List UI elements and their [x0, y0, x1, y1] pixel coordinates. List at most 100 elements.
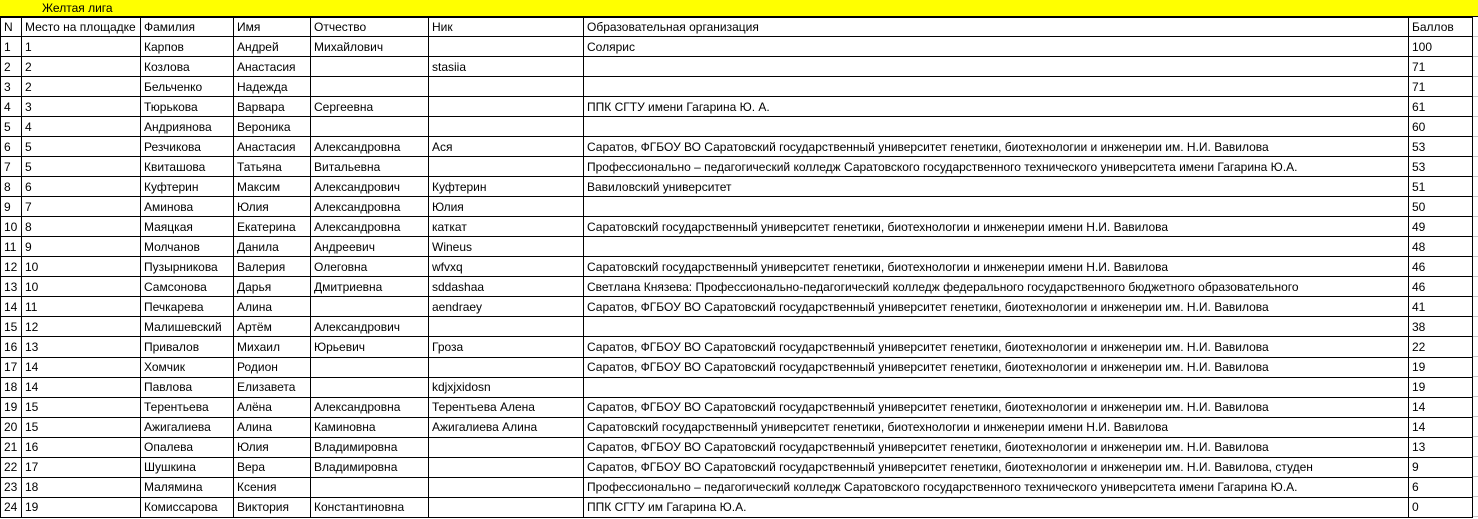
- league-banner[interactable]: Желтая лига: [0, 0, 1478, 17]
- cell-firstname[interactable]: Юлия: [233, 436, 311, 458]
- cell-place[interactable]: 1: [21, 35, 141, 58]
- cell-organization[interactable]: Профессионально – педагогический колледж…: [583, 156, 1409, 178]
- cell-firstname[interactable]: Андрей: [233, 35, 311, 58]
- cell-score[interactable]: 61: [1408, 96, 1473, 118]
- cell-surname[interactable]: Хомчик: [140, 356, 234, 378]
- cell-nick[interactable]: Wineus: [428, 236, 584, 258]
- cell-place[interactable]: 5: [21, 136, 141, 158]
- cell-nick[interactable]: Юлия: [428, 196, 584, 218]
- cell-firstname[interactable]: Елизавета: [233, 376, 311, 398]
- cell-nick[interactable]: [428, 356, 584, 378]
- cell-patronymic[interactable]: Владимировна: [310, 456, 429, 478]
- cell-place[interactable]: 9: [21, 236, 141, 258]
- cell-n[interactable]: 5: [0, 116, 22, 138]
- cell-organization[interactable]: Вавиловский университет: [583, 176, 1409, 198]
- cell-surname[interactable]: Комиссарова: [140, 496, 234, 519]
- cell-nick[interactable]: Терентьева Алена: [428, 396, 584, 418]
- column-header-patronymic[interactable]: Отчество: [310, 17, 429, 37]
- cell-surname[interactable]: Печкарева: [140, 296, 234, 318]
- cell-organization[interactable]: [583, 56, 1409, 78]
- cell-patronymic[interactable]: [310, 476, 429, 498]
- cell-place[interactable]: 14: [21, 376, 141, 398]
- cell-nick[interactable]: [428, 96, 584, 118]
- cell-surname[interactable]: Терентьева: [140, 396, 234, 418]
- cell-n[interactable]: 19: [0, 396, 22, 418]
- cell-score[interactable]: 0: [1408, 496, 1473, 519]
- cell-n[interactable]: 12: [0, 256, 22, 278]
- cell-organization[interactable]: [583, 316, 1409, 338]
- cell-n[interactable]: 3: [0, 76, 22, 98]
- cell-score[interactable]: 9: [1408, 456, 1473, 478]
- cell-organization[interactable]: Профессионально – педагогический колледж…: [583, 476, 1409, 498]
- cell-surname[interactable]: Шушкина: [140, 456, 234, 478]
- cell-n[interactable]: 20: [0, 416, 22, 438]
- cell-place[interactable]: 18: [21, 476, 141, 498]
- cell-organization[interactable]: ППК СГТУ имени Гагарина Ю. А.: [583, 96, 1409, 118]
- cell-firstname[interactable]: Родион: [233, 356, 311, 378]
- cell-firstname[interactable]: Данила: [233, 236, 311, 258]
- cell-patronymic[interactable]: [310, 356, 429, 378]
- cell-place[interactable]: 13: [21, 336, 141, 358]
- cell-patronymic[interactable]: Александрович: [310, 316, 429, 338]
- column-header-score[interactable]: Баллов: [1408, 17, 1473, 37]
- cell-place[interactable]: 10: [21, 276, 141, 298]
- cell-firstname[interactable]: Татьяна: [233, 156, 311, 178]
- cell-n[interactable]: 15: [0, 316, 22, 338]
- cell-organization[interactable]: Саратов, ФГБОУ ВО Саратовский государств…: [583, 436, 1409, 458]
- column-header-firstname[interactable]: Имя: [233, 17, 311, 37]
- cell-firstname[interactable]: Ксения: [233, 476, 311, 498]
- cell-surname[interactable]: Опалева: [140, 436, 234, 458]
- cell-score[interactable]: 49: [1408, 216, 1473, 238]
- cell-score[interactable]: 46: [1408, 276, 1473, 298]
- cell-patronymic[interactable]: [310, 296, 429, 318]
- cell-place[interactable]: 16: [21, 436, 141, 458]
- cell-n[interactable]: 23: [0, 476, 22, 498]
- cell-nick[interactable]: wfvxq: [428, 256, 584, 278]
- cell-organization[interactable]: [583, 196, 1409, 218]
- cell-organization[interactable]: ППК СГТУ им Гагарина Ю.А.: [583, 496, 1409, 519]
- cell-surname[interactable]: Карпов: [140, 35, 234, 58]
- cell-patronymic[interactable]: Каминовна: [310, 416, 429, 438]
- cell-score[interactable]: 53: [1408, 156, 1473, 178]
- cell-patronymic[interactable]: Олеговна: [310, 256, 429, 278]
- cell-firstname[interactable]: Вера: [233, 456, 311, 478]
- cell-surname[interactable]: Самсонова: [140, 276, 234, 298]
- cell-nick[interactable]: stasiia: [428, 56, 584, 78]
- cell-organization[interactable]: Светлана Князева: Профессионально-педаго…: [583, 276, 1409, 298]
- cell-score[interactable]: 38: [1408, 316, 1473, 338]
- cell-patronymic[interactable]: Юрьевич: [310, 336, 429, 358]
- cell-firstname[interactable]: Виктория: [233, 496, 311, 519]
- cell-patronymic[interactable]: [310, 76, 429, 98]
- cell-firstname[interactable]: Варвара: [233, 96, 311, 118]
- cell-nick[interactable]: aendraey: [428, 296, 584, 318]
- cell-score[interactable]: 22: [1408, 336, 1473, 358]
- cell-organization[interactable]: Саратов, ФГБОУ ВО Саратовский государств…: [583, 396, 1409, 418]
- cell-organization[interactable]: Саратов, ФГБОУ ВО Саратовский государств…: [583, 336, 1409, 358]
- cell-n[interactable]: 24: [0, 496, 22, 519]
- cell-organization[interactable]: Саратовский государственный университет …: [583, 416, 1409, 438]
- cell-surname[interactable]: Куфтерин: [140, 176, 234, 198]
- cell-organization[interactable]: Солярис: [583, 35, 1409, 58]
- cell-organization[interactable]: [583, 236, 1409, 258]
- cell-nick[interactable]: sddashaa: [428, 276, 584, 298]
- cell-score[interactable]: 46: [1408, 256, 1473, 278]
- cell-place[interactable]: 2: [21, 76, 141, 98]
- cell-patronymic[interactable]: Витальевна: [310, 156, 429, 178]
- cell-score[interactable]: 14: [1408, 396, 1473, 418]
- cell-patronymic[interactable]: Александровна: [310, 196, 429, 218]
- cell-n[interactable]: 14: [0, 296, 22, 318]
- cell-organization[interactable]: Саратов, ФГБОУ ВО Саратовский государств…: [583, 296, 1409, 318]
- cell-patronymic[interactable]: Сергеевна: [310, 96, 429, 118]
- cell-organization[interactable]: [583, 76, 1409, 98]
- cell-surname[interactable]: Бельченко: [140, 76, 234, 98]
- cell-place[interactable]: 6: [21, 176, 141, 198]
- cell-organization[interactable]: Саратов, ФГБОУ ВО Саратовский государств…: [583, 136, 1409, 158]
- cell-place[interactable]: 14: [21, 356, 141, 378]
- cell-firstname[interactable]: Анастасия: [233, 56, 311, 78]
- cell-score[interactable]: 6: [1408, 476, 1473, 498]
- column-header-n[interactable]: N: [0, 17, 22, 37]
- column-header-surname[interactable]: Фамилия: [140, 17, 234, 37]
- cell-nick[interactable]: [428, 436, 584, 458]
- cell-n[interactable]: 4: [0, 96, 22, 118]
- cell-firstname[interactable]: Надежда: [233, 76, 311, 98]
